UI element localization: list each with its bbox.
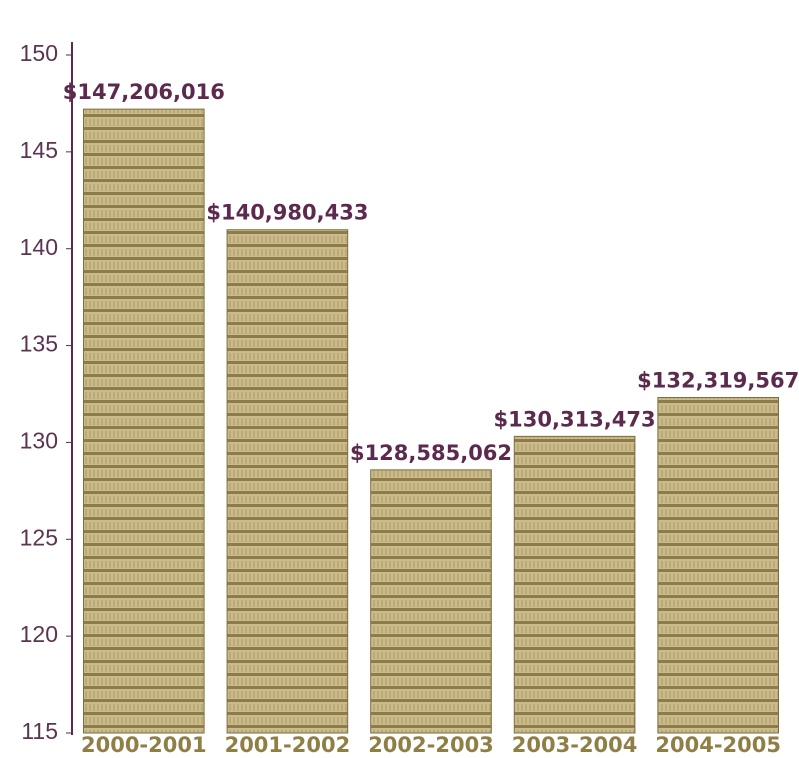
y-tick-label: 140 bbox=[20, 234, 58, 260]
y-tick-label: 125 bbox=[20, 524, 58, 550]
coin-stack bbox=[513, 435, 636, 734]
value-label: $140,980,433 bbox=[206, 201, 368, 225]
coin-stack bbox=[370, 469, 492, 734]
value-label: $147,206,016 bbox=[63, 80, 225, 104]
y-tick-label: 135 bbox=[20, 331, 58, 357]
y-tick-label: 145 bbox=[20, 137, 58, 163]
x-tick-label: 2000-2001 bbox=[81, 733, 207, 757]
y-tick-label: 115 bbox=[21, 718, 58, 744]
x-tick-label: 2003-2004 bbox=[512, 733, 638, 757]
y-tick-label: 120 bbox=[20, 621, 58, 647]
coin-stack bbox=[226, 229, 349, 734]
y-tick-label: 150 bbox=[20, 40, 58, 66]
value-label: $132,319,567 bbox=[637, 368, 799, 392]
x-tick-label: 2002-2003 bbox=[368, 733, 494, 757]
x-tick-label: 2001-2002 bbox=[225, 733, 351, 757]
value-label: $128,585,062 bbox=[350, 441, 512, 465]
value-label: $130,313,473 bbox=[494, 407, 656, 431]
coin-stack bbox=[657, 396, 780, 734]
x-tick-label: 2004-2005 bbox=[655, 733, 781, 757]
y-tick-label: 130 bbox=[20, 428, 58, 454]
coin-stack bbox=[82, 108, 205, 734]
